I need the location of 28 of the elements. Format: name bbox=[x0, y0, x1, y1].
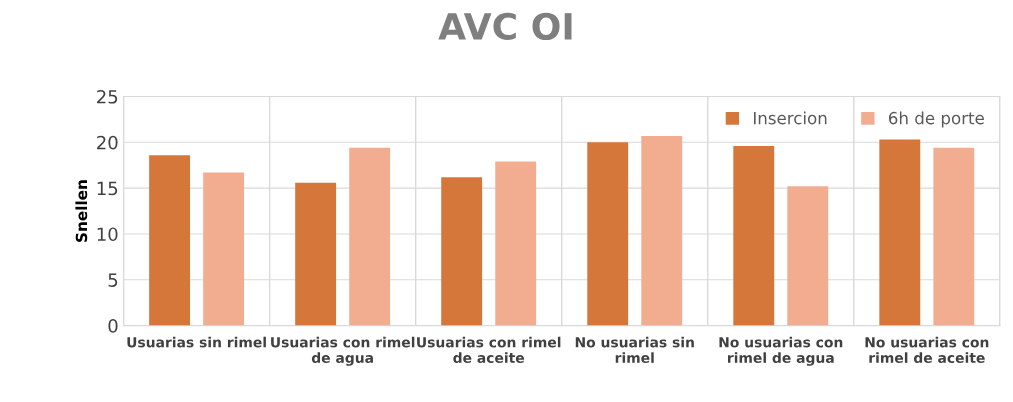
bar bbox=[641, 135, 683, 326]
x-tick-label: No usuarias sin rimel bbox=[575, 336, 694, 364]
bar bbox=[787, 186, 829, 326]
x-tick-label: Usuarias con rimel de aceite bbox=[417, 336, 561, 364]
bar bbox=[495, 161, 537, 326]
chart-title: AVC OI bbox=[438, 12, 572, 41]
y-axis-title: Snellen bbox=[75, 180, 88, 242]
y-tick-label: 0 bbox=[108, 319, 118, 333]
bar bbox=[933, 147, 975, 326]
x-tick-label: Usuarias con rimel de agua bbox=[271, 336, 415, 366]
y-tick-label: 10 bbox=[97, 227, 118, 242]
bar bbox=[295, 182, 337, 326]
y-tick-label: 15 bbox=[97, 181, 118, 196]
y-tick-label: 25 bbox=[97, 89, 118, 104]
bar bbox=[587, 142, 629, 326]
x-tick-label: No usuarias con rimel de aceite bbox=[865, 336, 989, 364]
x-tick-label: No usuarias con rimel de agua bbox=[719, 336, 843, 366]
y-tick-label: 20 bbox=[97, 135, 118, 150]
bar bbox=[733, 145, 775, 326]
bar bbox=[441, 177, 483, 326]
x-tick-label: Usuarias sin rimel bbox=[127, 336, 266, 348]
bar bbox=[349, 147, 391, 326]
bar bbox=[879, 139, 921, 326]
legend-label: 6h de porte bbox=[888, 111, 984, 128]
legend-label: Insercion bbox=[754, 111, 827, 125]
bar bbox=[203, 172, 245, 326]
bar bbox=[149, 155, 191, 326]
y-tick-label: 5 bbox=[108, 273, 118, 287]
